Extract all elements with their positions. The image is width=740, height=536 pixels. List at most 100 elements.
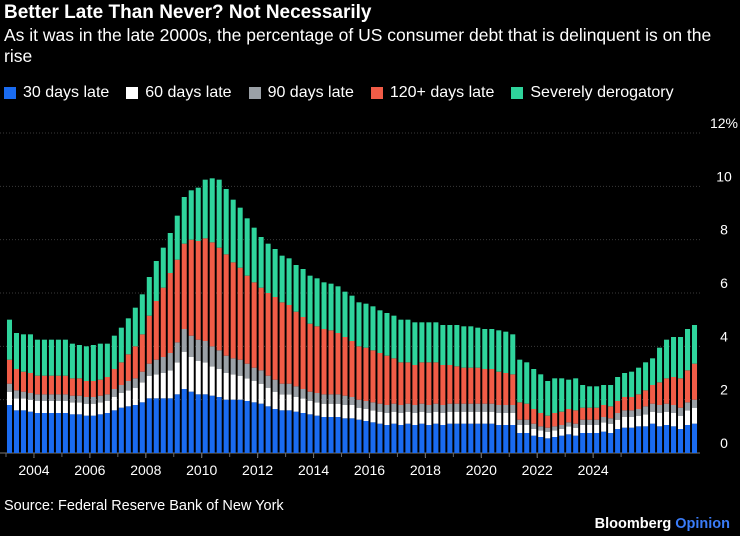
bar-segment: [419, 362, 425, 404]
bar-segment: [83, 381, 89, 397]
bar-segment: [132, 346, 138, 379]
bar-segment: [258, 383, 264, 404]
bar-segment: [188, 190, 194, 240]
bar-segment: [454, 366, 460, 404]
bar-segment: [559, 425, 565, 429]
bar-segment: [90, 345, 96, 381]
legend-swatch: [126, 87, 139, 99]
bar-segment: [454, 423, 460, 453]
bar-segment: [76, 395, 82, 403]
bar-segment: [545, 431, 551, 439]
bar-segment: [468, 326, 474, 368]
bar-segment: [146, 277, 152, 316]
bar-segment: [34, 375, 40, 395]
bar-segment: [391, 411, 397, 424]
legend: 30 days late 60 days late 90 days late 120+…: [4, 84, 691, 102]
bar-segment: [405, 411, 411, 424]
bar-segment: [601, 385, 607, 405]
bar-segment: [160, 287, 166, 357]
bar-segment: [27, 373, 33, 393]
bar-segment: [160, 357, 166, 373]
bar-segment: [552, 413, 558, 427]
bar-segment: [314, 402, 320, 416]
bar-segment: [412, 365, 418, 405]
bar-segment: [650, 411, 656, 424]
bar-segment: [188, 239, 194, 336]
bar-segment: [97, 343, 103, 380]
bar-segment: [671, 377, 677, 405]
bar-segment: [691, 363, 698, 400]
bar-segment: [384, 425, 390, 453]
bar-segment: [398, 405, 404, 413]
bar-segment: [531, 369, 537, 409]
bar-segment: [629, 417, 635, 428]
bar-segment: [223, 189, 229, 255]
bar-segment: [111, 389, 117, 397]
bar-segment: [41, 413, 47, 453]
bar-segment: [69, 378, 75, 396]
bar-segment: [55, 401, 61, 413]
bar-segment: [426, 413, 432, 425]
bar-segment: [342, 337, 348, 396]
bar-segment: [237, 359, 243, 376]
bar-segment: [13, 390, 19, 399]
bar-segment: [531, 429, 537, 436]
bar-segment: [482, 369, 488, 404]
bar-segment: [258, 370, 264, 384]
bar-segment: [41, 394, 47, 401]
bar-segment: [174, 215, 180, 260]
bar-segment: [580, 425, 586, 433]
bar-segment: [475, 411, 481, 424]
bar-segment: [691, 423, 698, 453]
bar-segment: [384, 313, 390, 356]
bar-segment: [433, 411, 439, 424]
bar-segment: [69, 395, 75, 403]
bar-segment: [195, 339, 201, 361]
bar-segment: [118, 362, 124, 385]
bar-segment: [76, 378, 82, 396]
bar-segment: [209, 366, 215, 396]
bar-segment: [160, 398, 166, 453]
bar-segment: [405, 423, 411, 453]
y-tick-label: 0: [720, 435, 728, 451]
bar-segment: [328, 330, 334, 395]
bar-segment: [594, 425, 600, 433]
bar-segment: [160, 247, 166, 288]
bar-segment: [398, 319, 404, 363]
bar-segment: [678, 429, 684, 453]
bar-segment: [244, 275, 250, 364]
bar-segment: [643, 406, 649, 415]
bar-segment: [69, 402, 75, 415]
bar-segment: [307, 401, 313, 415]
bar-segment: [510, 425, 516, 453]
bar-segment: [580, 419, 586, 425]
bar-segment: [251, 402, 257, 453]
bar-segment: [286, 410, 292, 453]
y-tick-label: 4: [720, 328, 728, 344]
bar-segment: [503, 425, 509, 453]
bar-segment: [76, 402, 82, 415]
bar-segment: [482, 403, 488, 412]
bar-segment: [517, 402, 523, 420]
bar-segment: [174, 342, 180, 363]
bar-segment: [314, 393, 320, 403]
bar-segment: [594, 419, 600, 425]
bar-segment: [335, 286, 341, 333]
bar-segment: [265, 243, 271, 293]
legend-label: Severely derogatory: [530, 84, 674, 101]
bar-segment: [125, 390, 131, 407]
bar-segment: [517, 425, 523, 433]
x-tick-label: 2020: [466, 462, 497, 478]
bar-segment: [342, 395, 348, 405]
bar-segment: [6, 359, 13, 384]
bar-segment: [650, 385, 656, 404]
bar-segment: [356, 399, 362, 408]
bar-segment: [370, 306, 376, 351]
bar-segment: [447, 411, 453, 424]
bar-segment: [97, 395, 103, 403]
bar-segment: [216, 350, 222, 369]
bar-segment: [335, 333, 341, 395]
bar-segment: [27, 399, 33, 412]
bar-segment: [566, 426, 572, 435]
bar-segment: [48, 401, 54, 413]
